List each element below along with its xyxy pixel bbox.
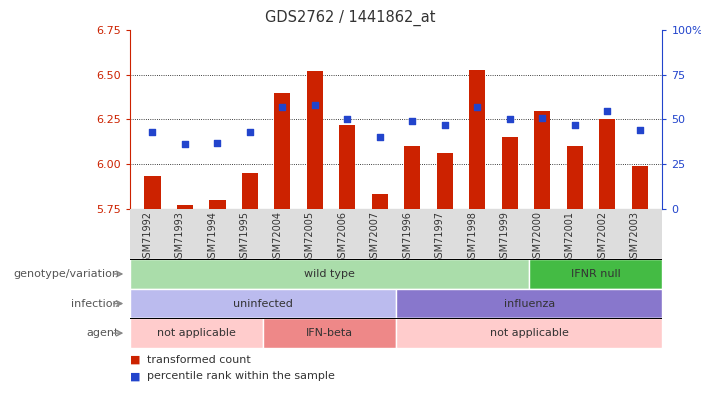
Bar: [502, 137, 518, 209]
Text: not applicable: not applicable: [490, 328, 569, 338]
Point: [277, 104, 288, 110]
Point: [537, 115, 548, 121]
Point: [569, 122, 580, 128]
Bar: [242, 173, 258, 209]
Text: uninfected: uninfected: [233, 298, 293, 309]
Text: GSM72000: GSM72000: [532, 211, 543, 264]
Bar: [566, 146, 583, 209]
Text: percentile rank within the sample: percentile rank within the sample: [147, 371, 335, 381]
Text: GSM71992: GSM71992: [142, 211, 152, 264]
Text: wild type: wild type: [304, 269, 355, 279]
Text: GSM72005: GSM72005: [305, 211, 315, 264]
Bar: [274, 93, 290, 209]
Text: ■: ■: [130, 371, 140, 381]
Bar: [599, 119, 615, 209]
Text: GSM72004: GSM72004: [273, 211, 283, 264]
Bar: [469, 70, 485, 209]
Point: [341, 116, 353, 123]
Text: infection: infection: [71, 298, 119, 309]
Text: GSM71998: GSM71998: [468, 211, 477, 264]
Point: [440, 122, 451, 128]
Text: IFNR null: IFNR null: [571, 269, 620, 279]
Bar: [144, 177, 161, 209]
Bar: [339, 125, 355, 209]
Text: genotype/variation: genotype/variation: [13, 269, 119, 279]
Text: GSM72006: GSM72006: [337, 211, 347, 264]
Text: GSM72003: GSM72003: [629, 211, 640, 264]
Text: GDS2762 / 1441862_at: GDS2762 / 1441862_at: [265, 10, 436, 26]
Bar: [632, 166, 648, 209]
Point: [407, 118, 418, 124]
Text: not applicable: not applicable: [157, 328, 236, 338]
Text: GSM71997: GSM71997: [435, 211, 445, 264]
Text: GSM71994: GSM71994: [207, 211, 217, 264]
Point: [634, 127, 646, 133]
Text: GSM71999: GSM71999: [500, 211, 510, 264]
Bar: [437, 153, 453, 209]
Bar: [372, 194, 388, 209]
Point: [472, 104, 483, 110]
Point: [374, 134, 386, 141]
Point: [179, 141, 191, 148]
Point: [212, 139, 223, 146]
Bar: [404, 146, 421, 209]
Point: [244, 129, 255, 135]
Text: GSM72001: GSM72001: [565, 211, 575, 264]
Text: GSM72007: GSM72007: [370, 211, 380, 264]
Text: GSM71993: GSM71993: [175, 211, 185, 264]
Text: ■: ■: [130, 355, 140, 365]
Bar: [177, 205, 193, 209]
Bar: [307, 71, 323, 209]
Text: GSM71996: GSM71996: [402, 211, 412, 264]
Text: transformed count: transformed count: [147, 355, 251, 365]
Text: influenza: influenza: [503, 298, 555, 309]
Text: GSM72002: GSM72002: [597, 211, 607, 264]
Point: [147, 129, 158, 135]
Text: IFN-beta: IFN-beta: [306, 328, 353, 338]
Bar: [210, 200, 226, 209]
Text: GSM71995: GSM71995: [240, 211, 250, 264]
Point: [309, 102, 320, 109]
Bar: [534, 111, 550, 209]
Text: agent: agent: [87, 328, 119, 338]
Point: [504, 116, 515, 123]
Point: [601, 107, 613, 114]
